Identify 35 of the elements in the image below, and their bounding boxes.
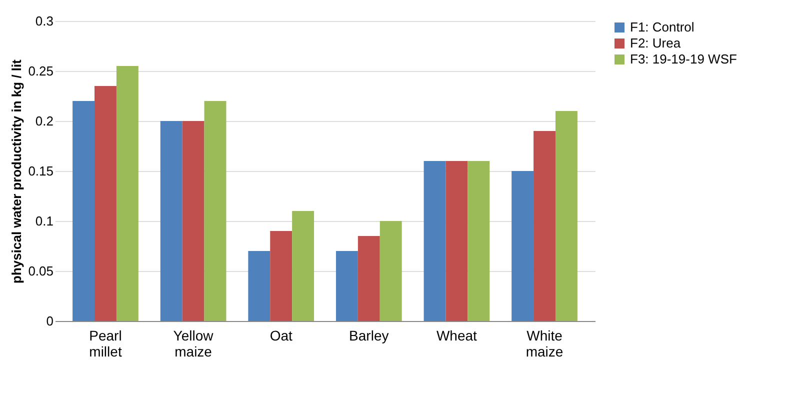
bar — [94, 86, 116, 321]
bar — [358, 236, 380, 321]
bar — [468, 161, 490, 321]
x-tick-label: Wheat — [436, 328, 478, 344]
y-axis-title: physical water productivity in kg / lit — [9, 58, 24, 284]
bar — [116, 66, 138, 321]
y-tick-label: 0.25 — [28, 64, 54, 78]
bar — [248, 251, 270, 321]
bar — [534, 131, 556, 321]
x-tick-label: Pearl millet — [89, 328, 122, 360]
y-tick-label: 0.3 — [35, 14, 54, 28]
bar — [182, 121, 204, 321]
bar — [424, 161, 446, 321]
x-tick-label: Yellow maize — [173, 328, 214, 360]
bar — [72, 101, 95, 321]
x-tick-label: Barley — [349, 328, 389, 344]
bar — [160, 121, 182, 321]
legend-label: F3: 19-19-19 WSF — [630, 52, 737, 66]
x-tick-label: White maize — [526, 328, 564, 360]
bar — [204, 101, 226, 321]
y-tick-label: 0.2 — [35, 114, 54, 128]
y-tick-label: 0 — [46, 314, 54, 328]
x-tick-label: Oat — [270, 328, 292, 344]
bar — [446, 161, 468, 321]
y-tick-label: 0.1 — [35, 214, 54, 228]
y-tick-label: 0.05 — [28, 264, 54, 278]
legend-label: F2: Urea — [630, 36, 682, 50]
bar — [555, 111, 578, 321]
bar — [512, 171, 534, 321]
legend-label: F1: Control — [630, 20, 694, 34]
bar — [292, 211, 314, 321]
y-tick-label: 0.15 — [28, 164, 54, 178]
bar — [270, 231, 292, 321]
bar — [380, 221, 402, 321]
bar — [336, 251, 358, 321]
